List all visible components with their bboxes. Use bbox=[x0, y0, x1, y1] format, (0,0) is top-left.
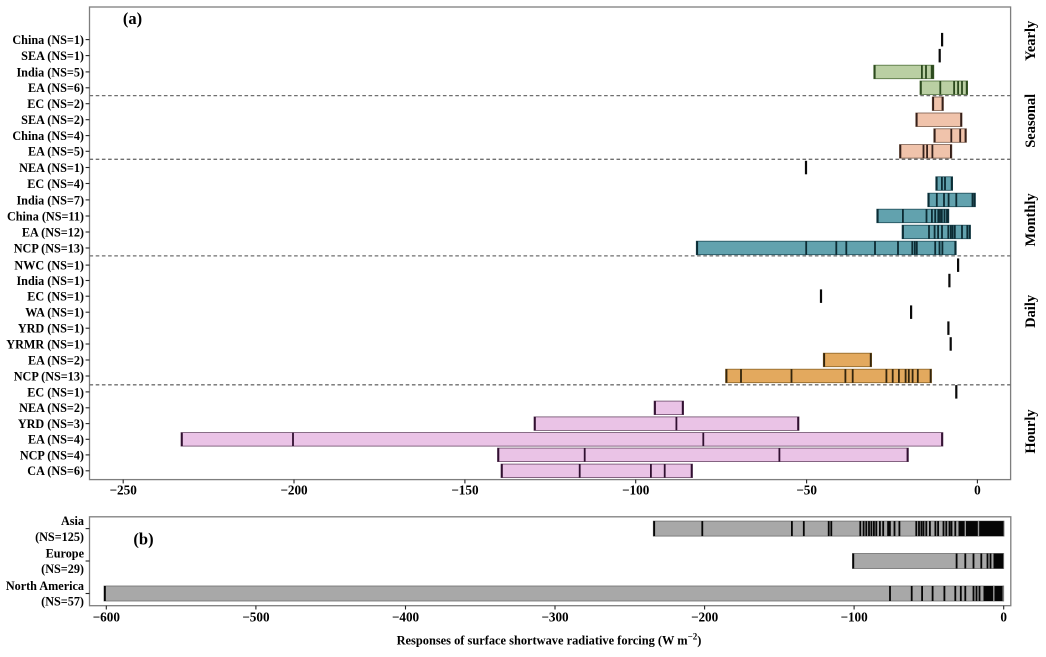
svg-text:China (NS=1): China (NS=1) bbox=[12, 33, 84, 47]
svg-text:NWC (NS=1): NWC (NS=1) bbox=[14, 259, 84, 273]
svg-text:−400: −400 bbox=[392, 610, 420, 625]
svg-text:YRD (NS=1): YRD (NS=1) bbox=[18, 322, 84, 336]
svg-text:India (NS=1): India (NS=1) bbox=[16, 274, 84, 288]
svg-text:−100: −100 bbox=[622, 483, 650, 498]
svg-text:−500: −500 bbox=[242, 610, 270, 625]
svg-text:YRMR (NS=1): YRMR (NS=1) bbox=[6, 337, 84, 351]
svg-text:EC (NS=1): EC (NS=1) bbox=[27, 290, 84, 304]
svg-text:EC (NS=4): EC (NS=4) bbox=[27, 177, 84, 191]
svg-text:Yearly: Yearly bbox=[1023, 20, 1039, 61]
svg-text:EA (NS=6): EA (NS=6) bbox=[28, 81, 84, 95]
svg-text:YRD (NS=3): YRD (NS=3) bbox=[18, 417, 84, 431]
svg-text:(NS=125): (NS=125) bbox=[35, 530, 84, 544]
svg-text:China (NS=11): China (NS=11) bbox=[7, 209, 84, 223]
svg-text:Daily: Daily bbox=[1023, 294, 1039, 328]
svg-text:NCP (NS=13): NCP (NS=13) bbox=[14, 369, 84, 383]
svg-text:−300: −300 bbox=[541, 610, 569, 625]
svg-text:WA (NS=1): WA (NS=1) bbox=[25, 306, 84, 320]
svg-text:North America: North America bbox=[6, 579, 84, 593]
svg-text:0: 0 bbox=[1000, 610, 1007, 625]
svg-text:NEA (NS=1): NEA (NS=1) bbox=[19, 161, 84, 175]
svg-text:NCP (NS=4): NCP (NS=4) bbox=[20, 448, 84, 462]
svg-text:EC (NS=2): EC (NS=2) bbox=[27, 97, 84, 111]
svg-text:(NS=29): (NS=29) bbox=[41, 562, 84, 576]
svg-text:EC (NS=1): EC (NS=1) bbox=[27, 385, 84, 399]
svg-text:EA (NS=4): EA (NS=4) bbox=[28, 433, 84, 447]
svg-text:−150: −150 bbox=[451, 483, 479, 498]
svg-text:India (NS=5): India (NS=5) bbox=[16, 65, 84, 79]
svg-text:−250: −250 bbox=[110, 483, 138, 498]
svg-text:(NS=57): (NS=57) bbox=[41, 595, 84, 609]
svg-text:−200: −200 bbox=[280, 483, 308, 498]
svg-text:Hourly: Hourly bbox=[1023, 409, 1039, 454]
svg-text:China (NS=4): China (NS=4) bbox=[12, 129, 84, 143]
svg-text:Europe: Europe bbox=[46, 547, 85, 561]
svg-text:EA (NS=12): EA (NS=12) bbox=[22, 225, 84, 239]
svg-text:EA (NS=5): EA (NS=5) bbox=[28, 145, 84, 159]
svg-text:−600: −600 bbox=[93, 610, 121, 625]
svg-text:−200: −200 bbox=[691, 610, 719, 625]
svg-text:Seasonal: Seasonal bbox=[1023, 94, 1039, 148]
svg-text:NCP (NS=13): NCP (NS=13) bbox=[14, 241, 84, 255]
svg-text:EA (NS=2): EA (NS=2) bbox=[28, 353, 84, 367]
svg-text:−100: −100 bbox=[840, 610, 868, 625]
svg-text:SEA (NS=2): SEA (NS=2) bbox=[21, 113, 84, 127]
svg-text:Monthly: Monthly bbox=[1023, 193, 1039, 247]
svg-text:−50: −50 bbox=[796, 483, 817, 498]
svg-text:NEA (NS=2): NEA (NS=2) bbox=[19, 401, 84, 415]
svg-text:(b): (b) bbox=[133, 530, 153, 549]
svg-text:SEA (NS=1): SEA (NS=1) bbox=[21, 49, 84, 63]
svg-text:India (NS=7): India (NS=7) bbox=[16, 193, 84, 207]
svg-text:(a): (a) bbox=[123, 9, 142, 28]
svg-text:Asia: Asia bbox=[61, 514, 84, 528]
svg-text:CA (NS=6): CA (NS=6) bbox=[27, 464, 84, 478]
svg-text:0: 0 bbox=[974, 483, 981, 498]
svg-text:Responses of surface shortwave: Responses of surface shortwave radiative… bbox=[397, 632, 702, 648]
